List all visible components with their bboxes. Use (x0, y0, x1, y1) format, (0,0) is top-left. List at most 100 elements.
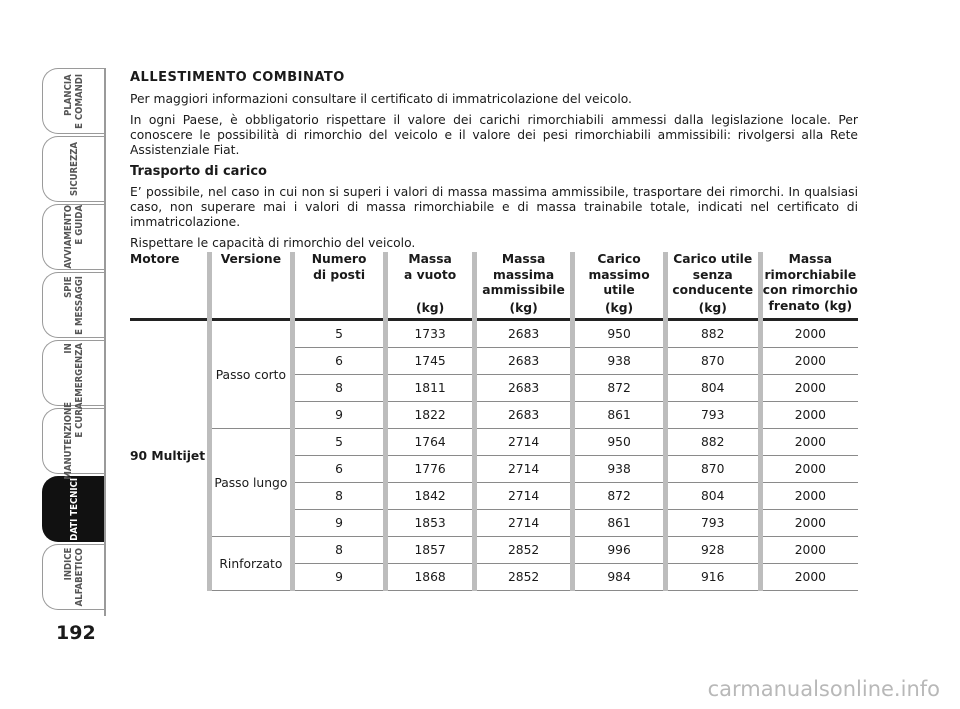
header-line: Massa (501, 252, 546, 266)
value-cell: 996 (570, 536, 666, 564)
value-cell: 1776 (383, 455, 475, 483)
header-row: Motore Versione Numero di posti Massa a vuoto… (130, 252, 858, 321)
header-line: Massa (408, 252, 452, 266)
header-unit: (kg) (415, 300, 445, 315)
nav-tab-label: INDICE ALFABETICO (63, 548, 85, 606)
column-header: Motore (130, 252, 210, 321)
value-cell: 1745 (383, 347, 475, 375)
nav-tab: IN EMERGENZA (42, 340, 105, 406)
value-cell: 9 (289, 563, 386, 591)
value-cell: 950 (570, 319, 666, 348)
header-line: Versione (220, 252, 282, 266)
column-header: Massa massima ammissibile (kg) (471, 252, 573, 321)
header-line: con rimorchio (762, 283, 858, 297)
paragraph: E’ possibile, nel caso in cui non si sup… (130, 185, 858, 229)
data-row: 8 1811 2683 872 804 2000 (130, 374, 858, 402)
data-row: Passo lungo 5 1764 2714 950 882 2000 (130, 428, 858, 537)
value-cell: 861 (570, 401, 666, 429)
value-cell: 2714 (471, 428, 573, 456)
value-cell: 2000 (757, 509, 858, 537)
nav-tab-line: E COMANDI (74, 73, 85, 129)
value-cell: 870 (662, 347, 761, 375)
watermark: carmanualsonline.info (707, 677, 940, 701)
version-cell: Passo lungo (206, 428, 293, 537)
column-header: Versione (206, 252, 293, 321)
value-cell: 2000 (757, 455, 858, 483)
value-cell: 1733 (383, 319, 475, 348)
value-cell: 2683 (471, 374, 573, 402)
version-cell: Rinforzato (206, 536, 293, 591)
value-cell: 2683 (471, 319, 573, 348)
nav-tab-label: SICUREZZA (69, 142, 80, 196)
nav-tab-label: MANUTENZIONE E CURA (63, 402, 85, 480)
value-cell: 2000 (757, 428, 858, 456)
value-cell: 882 (662, 428, 761, 456)
value-cell: 861 (570, 509, 666, 537)
header-line: massima (493, 267, 555, 282)
data-row: 6 1745 2683 938 870 2000 (130, 347, 858, 375)
value-cell: 938 (570, 347, 666, 375)
nav-tab: AVVIAMENTO E GUIDA (42, 204, 105, 270)
nav-tab-line: ALFABETICO (74, 547, 85, 607)
value-cell: 1822 (383, 401, 475, 429)
value-cell: 1853 (383, 509, 475, 537)
nav-tab: SICUREZZA (42, 136, 105, 202)
nav-tab-label: SPIE E MESSAGGI (63, 276, 85, 335)
value-cell: 938 (570, 455, 666, 483)
header-line: ammissibile (482, 283, 565, 297)
nav-tab: INDICE ALFABETICO (42, 544, 105, 610)
sidebar: PLANCIA E COMANDI SICUREZZA AVVIAMENTO E GUI… (42, 68, 105, 612)
nav-tab-line: E MESSAGGI (74, 275, 85, 335)
value-cell: 804 (662, 482, 761, 510)
header-text: Motore (130, 252, 207, 316)
nav-tab: PLANCIA E COMANDI (42, 68, 105, 134)
value-cell: 2852 (471, 563, 573, 591)
header-text: Carico utile senza conducente (kg) (668, 252, 758, 316)
value-cell: 872 (570, 482, 666, 510)
nav-tab-line: SPIE (63, 275, 74, 297)
nav-tab-line: MANUTENZIONE (63, 402, 74, 480)
value-cell: 2852 (471, 536, 573, 564)
value-cell: 882 (662, 319, 761, 348)
header-text: Versione (212, 252, 290, 316)
value-cell: 5 (289, 319, 386, 348)
value-cell: 793 (662, 401, 761, 429)
value-cell: 8 (289, 536, 386, 564)
value-cell: 2714 (471, 455, 573, 483)
data-row: Rinforzato 8 1857 2852 996 928 2000 (130, 536, 858, 591)
paragraph: Per maggiori informazioni consultare il … (130, 92, 632, 106)
data-row: 9 1868 2852 984 916 2000 (130, 563, 858, 591)
header-line: senza (692, 267, 733, 282)
content: ALLESTIMENTO COMBINATO Per maggiori info… (130, 70, 858, 257)
paragraph: Rispettare le capacità di rimorchio del … (130, 236, 416, 250)
column-header: Massa a vuoto (kg) (383, 252, 475, 321)
header-line: utile (603, 283, 635, 297)
nav-tab-line: SICUREZZA (68, 142, 80, 196)
value-cell: 1857 (383, 536, 475, 564)
value-cell: 9 (289, 509, 386, 537)
nav-tab: MANUTENZIONE E CURA (42, 402, 105, 480)
subtitle: Trasporto di carico (130, 164, 267, 179)
value-cell: 9 (289, 401, 386, 429)
column-header: Carico massimo utile (kg) (570, 252, 666, 321)
value-cell: 916 (662, 563, 761, 591)
paragraph: In ogni Paese, è obbligatorio rispettare… (130, 113, 858, 157)
header-line: massimo (588, 267, 650, 282)
value-cell: 2683 (471, 347, 573, 375)
nav-tab-label: AVVIAMENTO E GUIDA (63, 205, 85, 269)
nav-tab: SPIE E MESSAGGI (42, 272, 105, 338)
header-line: Carico (597, 252, 641, 266)
value-cell: 1811 (383, 374, 475, 402)
header-text: Massa rimorchiabile con rimorchio frenato (… (763, 252, 858, 316)
section-title: ALLESTIMENTO COMBINATO (130, 70, 345, 85)
nav-tab-label: PLANCIA E COMANDI (63, 74, 85, 129)
column-header: Numero di posti (289, 252, 386, 321)
header-line: Motore (130, 252, 180, 266)
value-cell: 8 (289, 374, 386, 402)
nav-tab-label: DATI TECNICI (69, 478, 80, 541)
nav-tab-line: EMERGENZA (74, 343, 85, 403)
value-cell: 793 (662, 509, 761, 537)
value-cell: 804 (662, 374, 761, 402)
value-cell: 2000 (757, 347, 858, 375)
